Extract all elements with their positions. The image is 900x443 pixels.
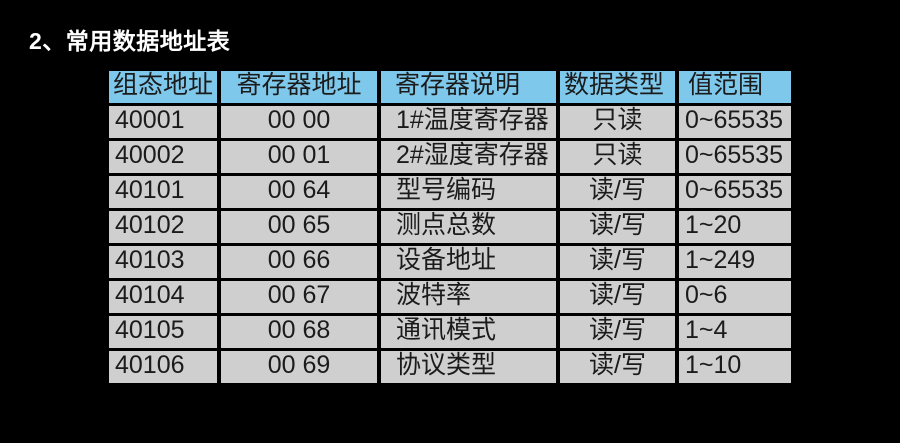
table-row: 40104 00 67 波特率 读/写 0~6 — [105, 278, 795, 316]
table-cell: 设备地址 — [377, 243, 560, 281]
table-cell: 测点总数 — [377, 208, 560, 246]
table-cell: 1~10 — [675, 348, 795, 386]
table-cell: 00 66 — [217, 243, 381, 281]
table-header-row: 组态地址 寄存器地址 寄存器说明 数据类型 值范围 — [105, 68, 795, 106]
table-cell: 波特率 — [377, 278, 560, 316]
table-cell: 读/写 — [556, 278, 679, 316]
table-cell: 2#湿度寄存器 — [377, 138, 560, 176]
page-title: 2、常用数据地址表 — [29, 28, 231, 54]
table-cell: 0~65535 — [675, 138, 795, 176]
table-cell: 读/写 — [556, 173, 679, 211]
table-cell: 0~65535 — [675, 173, 795, 211]
table-cell: 只读 — [556, 138, 679, 176]
table-cell: 通讯模式 — [377, 313, 560, 351]
table-cell: 00 68 — [217, 313, 381, 351]
table-row: 40103 00 66 设备地址 读/写 1~249 — [105, 243, 795, 281]
table-cell: 40103 — [105, 243, 221, 281]
table-cell: 40104 — [105, 278, 221, 316]
table-row: 40105 00 68 通讯模式 读/写 1~4 — [105, 313, 795, 351]
table-cell: 40101 — [105, 173, 221, 211]
header-config-address: 组态地址 — [105, 68, 221, 106]
header-register-address: 寄存器地址 — [217, 68, 381, 106]
table-cell: 1~249 — [675, 243, 795, 281]
table-row: 40002 00 01 2#湿度寄存器 只读 0~65535 — [105, 138, 795, 176]
table-row: 40101 00 64 型号编码 读/写 0~65535 — [105, 173, 795, 211]
table-cell: 40106 — [105, 348, 221, 386]
table-cell: 00 65 — [217, 208, 381, 246]
table-row: 40001 00 00 1#温度寄存器 只读 0~65535 — [105, 103, 795, 141]
header-data-type: 数据类型 — [556, 68, 679, 106]
table-cell: 00 69 — [217, 348, 381, 386]
table-cell: 协议类型 — [377, 348, 560, 386]
table-cell: 00 00 — [217, 103, 381, 141]
register-address-table: 组态地址 寄存器地址 寄存器说明 数据类型 值范围 40001 00 00 1#… — [105, 68, 795, 386]
header-register-description: 寄存器说明 — [377, 68, 560, 106]
table-cell: 1#温度寄存器 — [377, 103, 560, 141]
table-cell: 0~6 — [675, 278, 795, 316]
table-cell: 40002 — [105, 138, 221, 176]
table-cell: 读/写 — [556, 348, 679, 386]
table-cell: 40102 — [105, 208, 221, 246]
table-cell: 40001 — [105, 103, 221, 141]
table-cell: 1~4 — [675, 313, 795, 351]
table-cell: 00 01 — [217, 138, 381, 176]
table-row: 40102 00 65 测点总数 读/写 1~20 — [105, 208, 795, 246]
header-value-range: 值范围 — [675, 68, 795, 106]
table-cell: 40105 — [105, 313, 221, 351]
table-cell: 读/写 — [556, 243, 679, 281]
table-cell: 0~65535 — [675, 103, 795, 141]
table-cell: 读/写 — [556, 313, 679, 351]
table-cell: 1~20 — [675, 208, 795, 246]
table-cell: 读/写 — [556, 208, 679, 246]
table-cell: 00 64 — [217, 173, 381, 211]
table-cell: 型号编码 — [377, 173, 560, 211]
table-cell: 00 67 — [217, 278, 381, 316]
table-row: 40106 00 69 协议类型 读/写 1~10 — [105, 348, 795, 386]
table-cell: 只读 — [556, 103, 679, 141]
